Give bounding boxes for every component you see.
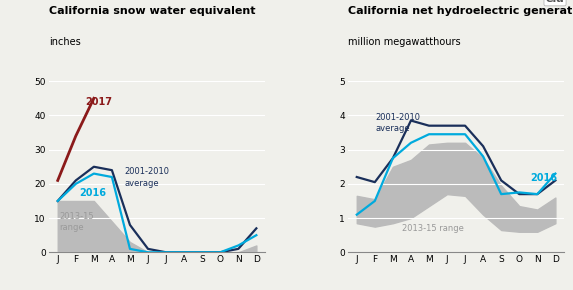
Text: 2017: 2017 bbox=[86, 97, 113, 107]
Text: eia: eia bbox=[545, 0, 564, 4]
Text: 2016: 2016 bbox=[530, 173, 557, 183]
Text: million megawatthours: million megawatthours bbox=[348, 37, 460, 47]
Text: California net hydroelectric generation: California net hydroelectric generation bbox=[348, 6, 573, 16]
Text: inches: inches bbox=[49, 37, 80, 47]
Text: 2016: 2016 bbox=[80, 188, 107, 198]
Text: California snow water equivalent: California snow water equivalent bbox=[49, 6, 255, 16]
Text: 2001-2010
average: 2001-2010 average bbox=[124, 167, 170, 188]
Text: 2001-2010
average: 2001-2010 average bbox=[376, 113, 421, 133]
Text: 2013-15
range: 2013-15 range bbox=[60, 212, 94, 232]
Text: 2013-15 range: 2013-15 range bbox=[402, 224, 464, 233]
